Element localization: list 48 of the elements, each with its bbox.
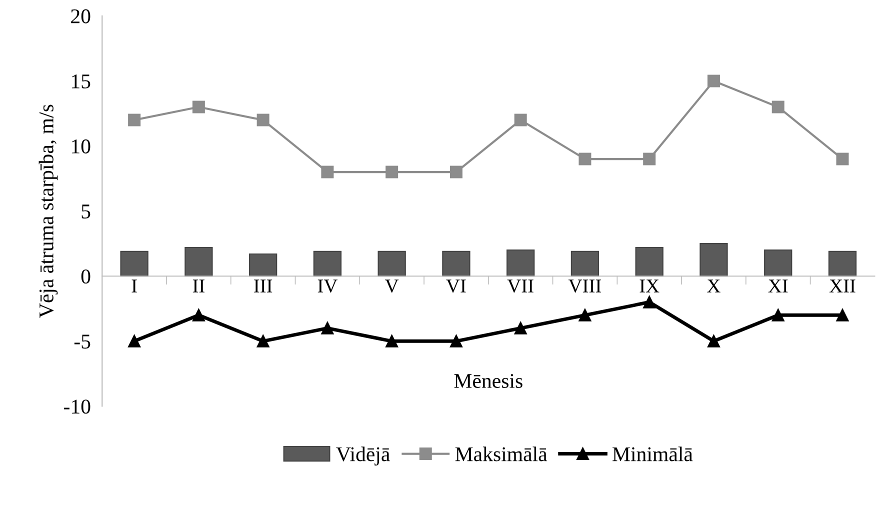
legend-label: Maksimālā: [455, 446, 548, 462]
point: [578, 308, 592, 322]
x-tick-label: X: [707, 280, 720, 292]
point: [514, 114, 527, 126]
point: [707, 74, 720, 88]
point: [128, 334, 141, 348]
point: [836, 308, 849, 322]
y-tick-label: 10: [72, 139, 90, 154]
x-tick-label: IX: [640, 280, 660, 292]
y-tick-label: 0: [81, 269, 90, 284]
point: [256, 334, 270, 348]
legend-label: Minimālā: [612, 446, 693, 462]
point: [386, 166, 398, 178]
point: [707, 334, 720, 348]
y-tick-label: -5: [74, 334, 90, 349]
x-tick-label: III: [254, 280, 272, 292]
x-tick-label: XI: [768, 280, 788, 292]
y-tick-label: 20: [71, 9, 90, 24]
point: [450, 166, 462, 178]
point: [321, 322, 334, 334]
legend-label: Vidējā: [336, 446, 390, 466]
point: [192, 308, 205, 322]
point: [514, 322, 527, 334]
x-tick-label: II: [192, 280, 204, 292]
point: [836, 152, 849, 166]
y-tick-label: 5: [82, 204, 90, 219]
point: [128, 114, 141, 126]
point: [450, 334, 462, 348]
point: [386, 334, 398, 348]
x-tick-label: XII: [829, 280, 856, 292]
point: [643, 152, 656, 166]
x-tick-label: VI: [446, 280, 466, 293]
x-tick-label: VIII: [568, 280, 602, 293]
point: [772, 308, 784, 322]
point: [772, 100, 784, 114]
x-axis-title: Mēnesis: [454, 374, 522, 388]
point: [578, 152, 592, 166]
x-tick-label: VII: [507, 280, 534, 293]
point: [256, 114, 270, 126]
y-tick-label: -10: [64, 400, 90, 414]
x-tick-label: V: [385, 280, 399, 293]
y-axis-title: Vēja ātruma starpība, m/s: [38, 104, 58, 318]
x-tick-label: IV: [318, 280, 338, 293]
point: [192, 100, 205, 114]
x-tick-label: I: [132, 280, 137, 292]
point: [321, 166, 334, 178]
y-tick-label: 15: [72, 74, 90, 88]
point: [643, 296, 656, 308]
